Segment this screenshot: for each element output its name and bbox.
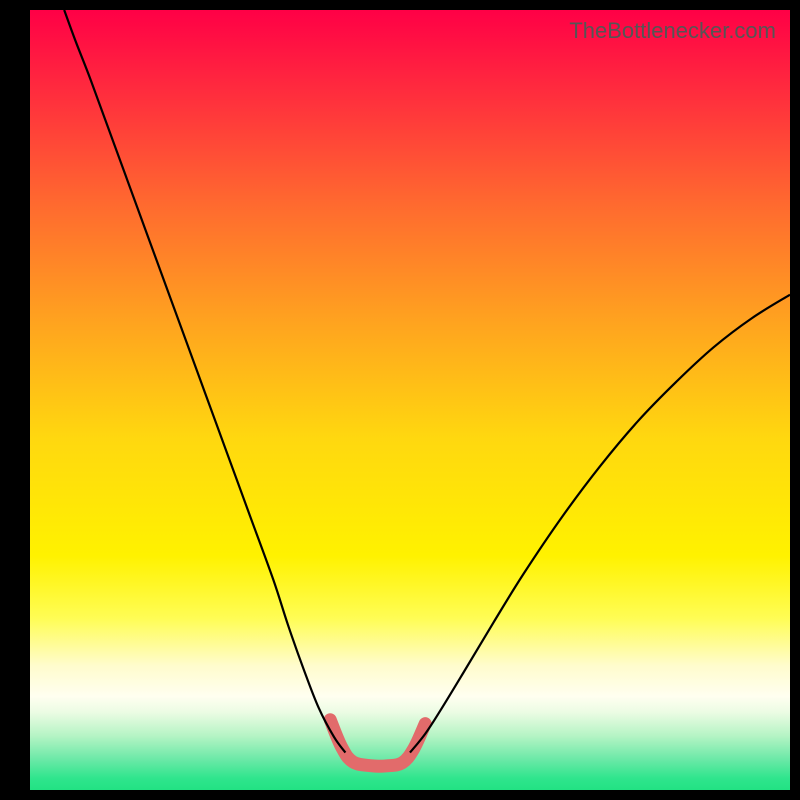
watermark-text: TheBottlenecker.com <box>569 18 776 44</box>
plot-area: TheBottlenecker.com <box>30 10 790 790</box>
chart-frame: TheBottlenecker.com <box>0 0 800 800</box>
curve-right <box>410 295 790 753</box>
curve-left <box>64 10 345 753</box>
curves-layer <box>30 10 790 790</box>
bottom-marker <box>330 720 425 766</box>
